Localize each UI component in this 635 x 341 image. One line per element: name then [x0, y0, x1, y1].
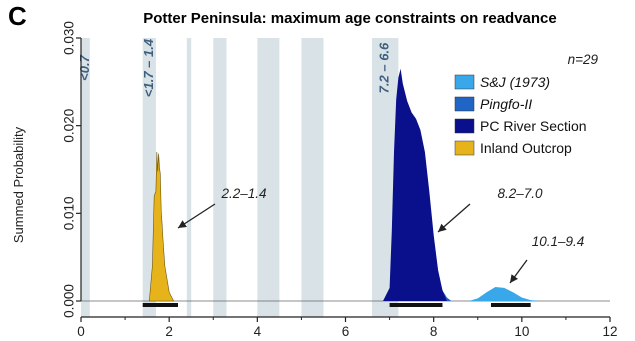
legend-swatch [454, 74, 475, 90]
callout-arrowhead [178, 220, 187, 228]
range-label: 10.1–9.4 [532, 234, 585, 249]
y-tick-label: 0.010 [62, 196, 77, 230]
x-tick-label: 2 [165, 324, 173, 339]
legend-swatch [454, 140, 475, 156]
x-tick-label: 0 [77, 324, 85, 339]
series-area [383, 270, 540, 301]
series-areas [81, 68, 610, 302]
y-axis-label: Summed Probability [11, 126, 26, 243]
series-area [148, 151, 175, 302]
legend-entry: S&J (1973) [480, 74, 550, 90]
callout-arrowhead [438, 223, 447, 232]
legend-swatch [454, 96, 475, 112]
x-tick-label: 10 [514, 324, 529, 339]
y-tick-label: 0.000 [62, 284, 77, 318]
band-label: <0.7 [77, 54, 92, 80]
shaded-band [257, 38, 280, 317]
callout-arrowhead [510, 274, 518, 283]
x-tick-label: 6 [342, 324, 350, 339]
legend-entry: PC River Section [480, 118, 587, 134]
series-area [383, 68, 447, 301]
shaded-band [301, 38, 324, 317]
x-tick-label: 4 [254, 324, 262, 339]
legend-entry: Pingfo-II [480, 96, 532, 112]
band-label: <1.7 – 1.4 [141, 38, 156, 97]
panel-letter: C [8, 1, 27, 31]
legend: S&J (1973) Pingfo-II PC River Section Inlan… [454, 74, 587, 156]
legend-swatch [454, 118, 475, 134]
range-label: 2.2–1.4 [220, 186, 266, 201]
shaded-band [213, 38, 227, 317]
shaded-band [186, 38, 192, 317]
shaded-bands: <0.7 <1.7 – 1.4 7.2 – 6.6 [77, 38, 399, 317]
band-label: 7.2 – 6.6 [377, 42, 392, 93]
shaded-band [81, 38, 90, 317]
sample-count: n=29 [568, 52, 599, 67]
y-tick-label: 0.020 [62, 109, 77, 143]
x-tick-label: 12 [602, 324, 617, 339]
legend-entry: Inland Outcrop [480, 140, 572, 156]
chart-title: Potter Peninsula: maximum age constraint… [143, 10, 556, 27]
x-tick-label: 8 [430, 324, 438, 339]
y-tick-label: 0.030 [62, 21, 77, 55]
axes: 0.000 0.010 0.020 0.030 0 2 4 6 8 10 12 [62, 21, 618, 339]
range-annotations: 2.2–1.4 8.2–7.0 10.1–9.4 [142, 186, 585, 307]
range-label: 8.2–7.0 [497, 186, 543, 201]
